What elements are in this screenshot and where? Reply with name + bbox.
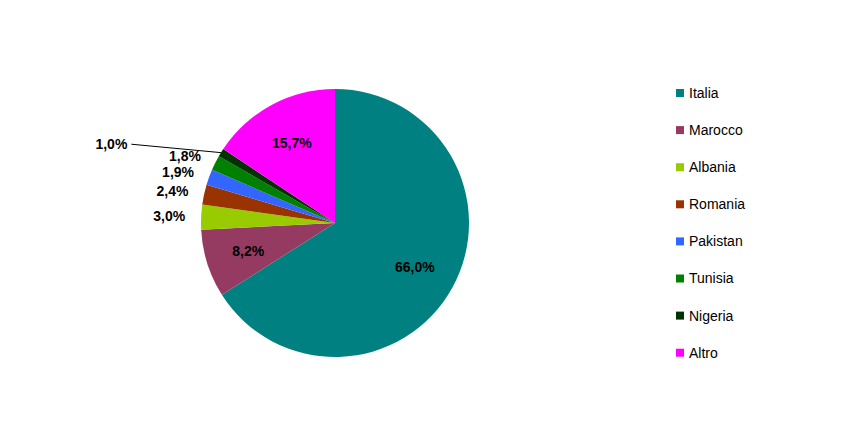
data-label: 8,2% (232, 243, 264, 259)
legend-label: Nigeria (689, 308, 734, 324)
legend-swatch (676, 163, 684, 171)
chart-container: 66,0%8,2%3,0%2,4%1,9%1,8%1,0%15,7%Italia… (0, 0, 862, 445)
pie (201, 89, 469, 357)
data-label: 15,7% (272, 135, 312, 151)
data-labels: 66,0%8,2%3,0%2,4%1,9%1,8%1,0%15,7% (95, 135, 435, 275)
pie-slice (201, 223, 335, 295)
legend-swatch (676, 312, 684, 320)
data-label: 1,9% (162, 164, 194, 180)
data-label: 66,0% (395, 259, 435, 275)
legend-label: Italia (689, 85, 719, 101)
leader-line (131, 144, 221, 152)
legend-label: Romania (689, 196, 745, 212)
chart-svg: 66,0%8,2%3,0%2,4%1,9%1,8%1,0%15,7%Italia… (0, 0, 862, 445)
legend-label: Pakistan (689, 233, 743, 249)
legend-label: Tunisia (689, 270, 734, 286)
legend-swatch (676, 349, 684, 357)
legend: Italia Marocco Albania Romania Pakistan Tunis… (676, 85, 745, 361)
pie-slice (223, 89, 335, 223)
legend-label: Marocco (689, 122, 743, 138)
legend-swatch (676, 275, 684, 283)
data-label: 3,0% (153, 208, 185, 224)
data-label: 1,0% (95, 136, 127, 152)
legend-swatch (676, 126, 684, 134)
legend-swatch (676, 200, 684, 208)
legend-label: Altro (689, 345, 718, 361)
legend-label: Albania (689, 159, 736, 175)
legend-swatch (676, 237, 684, 245)
legend-swatch (676, 89, 684, 97)
data-label: 2,4% (156, 183, 188, 199)
